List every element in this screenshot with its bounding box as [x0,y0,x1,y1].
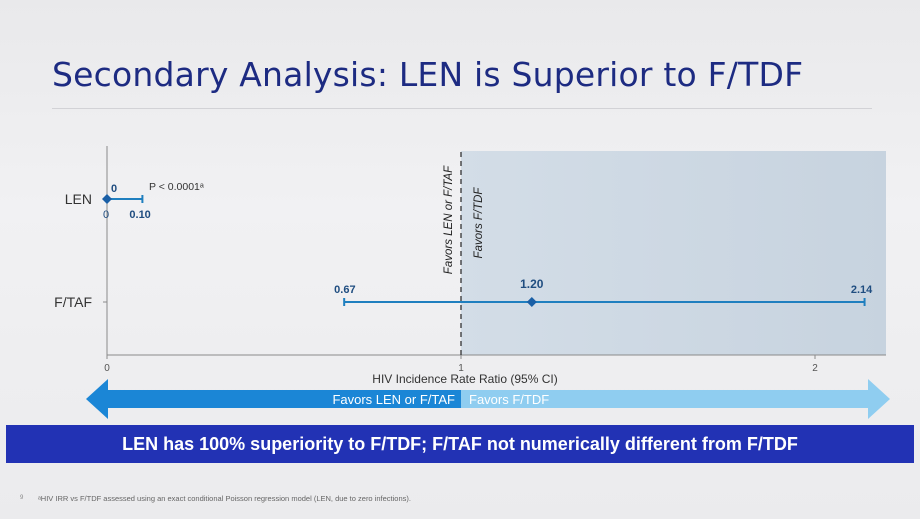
forest-plot: 0 1 2 HIV Incidence Rate Ratio (95% CI) Favo… [54,151,890,419]
lower-value-label: 0.67 [334,284,355,296]
conclusion-text: LEN has 100% superiority to F/TDF; F/TAF… [122,433,798,454]
x-axis-label: HIV Incidence Rate Ratio (95% CI) [372,372,557,386]
favors-left-arrow [86,379,461,419]
favors-ftdf-region [461,151,886,355]
slide-number: 9 [20,495,24,501]
conclusion-banner: LEN has 100% superiority to F/TDF; F/TAF… [6,425,914,463]
estimate-marker [102,194,112,204]
upper-value-label: 2.14 [851,284,873,296]
x-tick-label: 0 [104,363,110,374]
footnote: ᵃHIV IRR vs F/TDF assessed using an exac… [38,494,411,503]
upper-value-label: 0.10 [129,209,150,221]
x-tick-label: 1 [458,363,464,374]
lower-value-label: 0 [103,209,109,221]
estimate-marker [526,297,537,307]
arrow-label-left: Favors LEN or F/TAF [332,392,455,407]
row-label: LEN [65,191,92,207]
x-tick-label: 2 [812,363,818,374]
slide-title: Secondary Analysis: LEN is Superior to F… [52,55,804,94]
row-label: F/TAF [54,294,92,310]
p-value-annotation: P < 0.0001ᵃ [149,181,204,193]
estimate-value-label: 0 [111,183,117,195]
favors-right-arrow [461,379,890,419]
estimate-value-label: 1.20 [520,277,544,291]
favors-ftdf-label: Favors F/TDF [473,187,485,259]
arrow-label-right: Favors F/TDF [469,392,549,407]
title-divider [52,108,872,109]
favors-len-ftaf-label: Favors LEN or F/TAF [443,165,455,274]
